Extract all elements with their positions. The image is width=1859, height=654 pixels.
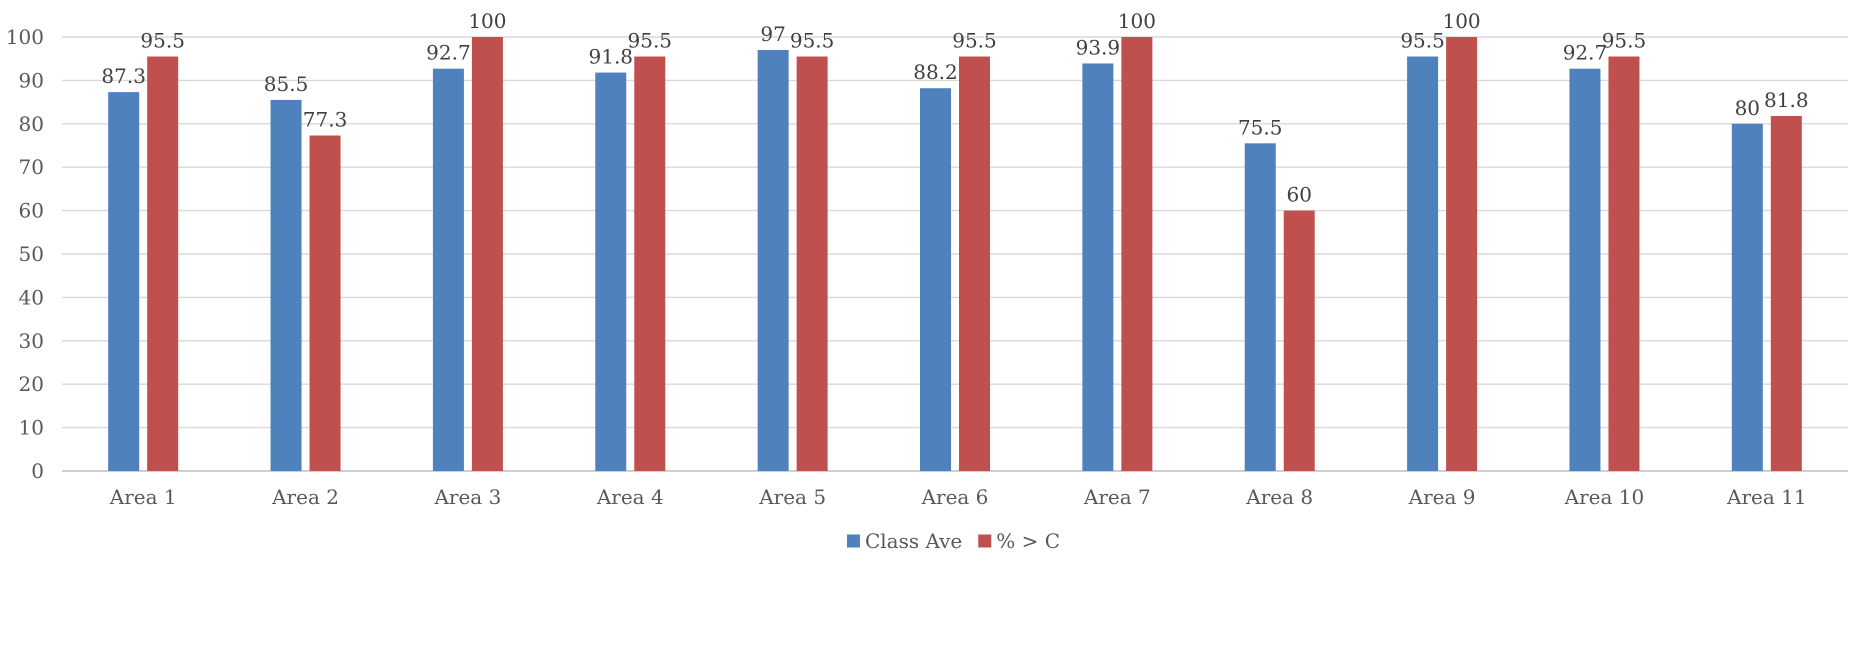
- y-tick-label: 60: [19, 199, 44, 223]
- x-category-label: Area 7: [1083, 485, 1151, 509]
- y-tick-label: 80: [19, 112, 44, 136]
- legend-label: % > C: [996, 529, 1060, 553]
- y-tick-label: 70: [19, 155, 44, 179]
- x-category-label: Area 3: [433, 485, 501, 509]
- y-tick-label: 40: [19, 285, 44, 309]
- x-category-label: Area 9: [1408, 485, 1476, 509]
- data-label: 81.8: [1764, 88, 1809, 112]
- y-tick-label: 20: [19, 372, 44, 396]
- x-category-label: Area 11: [1726, 485, 1807, 509]
- bar-class-ave: [1569, 68, 1601, 471]
- data-label: 87.3: [101, 64, 146, 88]
- gridlines: [62, 36, 1848, 472]
- data-label: 91.8: [589, 45, 634, 69]
- data-label: 77.3: [303, 108, 348, 132]
- x-category-label: Area 4: [596, 485, 664, 509]
- data-label: 85.5: [264, 72, 309, 96]
- bar-class-ave: [920, 88, 951, 471]
- bar-class-ave: [595, 72, 627, 471]
- data-label: 97: [760, 22, 785, 46]
- bar-pct-above-c: [309, 135, 341, 471]
- legend: Class Ave % > C: [846, 529, 1060, 553]
- data-label: 95.5: [952, 29, 997, 53]
- data-label: 93.9: [1076, 35, 1121, 59]
- bar-pct-above-c: [147, 56, 179, 471]
- data-label: 75.5: [1238, 115, 1283, 139]
- bar-class-ave: [270, 99, 302, 472]
- y-tick-label: 90: [19, 68, 44, 92]
- bar-class-ave: [1244, 143, 1276, 471]
- data-label: 100: [468, 9, 506, 33]
- data-label: 100: [1118, 9, 1156, 33]
- legend-label: Class Ave: [865, 529, 962, 553]
- data-label: 88.2: [913, 60, 958, 84]
- y-axis-ticks: 0 10 20 30 40 50 60 70 80 90 100: [6, 25, 44, 483]
- y-tick-label: 0: [31, 459, 44, 483]
- data-label: 60: [1287, 183, 1312, 207]
- bar-pct-above-c: [1770, 115, 1802, 471]
- x-axis-categories: Area 1 Area 2 Area 3 Area 4 Area 5 Area 6 Area…: [109, 485, 1807, 509]
- bar-class-ave: [1731, 123, 1763, 472]
- legend-swatch: [846, 534, 860, 548]
- x-category-label: Area 6: [921, 485, 989, 509]
- bar-class-ave: [1407, 56, 1439, 471]
- bar-pct-above-c: [796, 56, 828, 471]
- y-tick-label: 50: [19, 242, 44, 266]
- y-tick-label: 100: [6, 25, 44, 49]
- bar-class-ave: [108, 92, 140, 472]
- x-category-label: Area 5: [758, 485, 826, 509]
- bar-pct-above-c: [1283, 210, 1315, 471]
- data-label: 100: [1442, 9, 1480, 33]
- bar-class-ave: [1082, 63, 1114, 471]
- x-category-label: Area 10: [1564, 485, 1645, 509]
- y-tick-label: 30: [19, 329, 44, 353]
- bar-pct-above-c: [634, 56, 666, 471]
- bar-pct-above-c: [1608, 56, 1640, 471]
- data-label: 80: [1735, 96, 1760, 120]
- data-label: 92.7: [1563, 41, 1608, 65]
- y-tick-label: 10: [19, 416, 44, 440]
- data-label: 95.5: [1400, 29, 1445, 53]
- x-category-label: Area 8: [1245, 485, 1313, 509]
- x-category-label: Area 1: [109, 485, 177, 509]
- bar-pct-above-c: [1121, 37, 1153, 471]
- data-label: 95.5: [628, 29, 673, 53]
- data-label: 95.5: [1602, 29, 1647, 53]
- x-category-label: Area 2: [271, 485, 339, 509]
- bar-pct-above-c: [1446, 37, 1478, 471]
- bar-pct-above-c: [959, 56, 990, 471]
- bar-class-ave: [432, 68, 464, 471]
- data-label: 92.7: [426, 41, 471, 65]
- legend-swatch: [978, 534, 992, 548]
- data-label: 95.5: [790, 29, 835, 53]
- bar-class-ave: [757, 50, 789, 472]
- data-label: 95.5: [140, 29, 185, 53]
- bar-pct-above-c: [471, 37, 503, 471]
- bars: [108, 37, 1802, 472]
